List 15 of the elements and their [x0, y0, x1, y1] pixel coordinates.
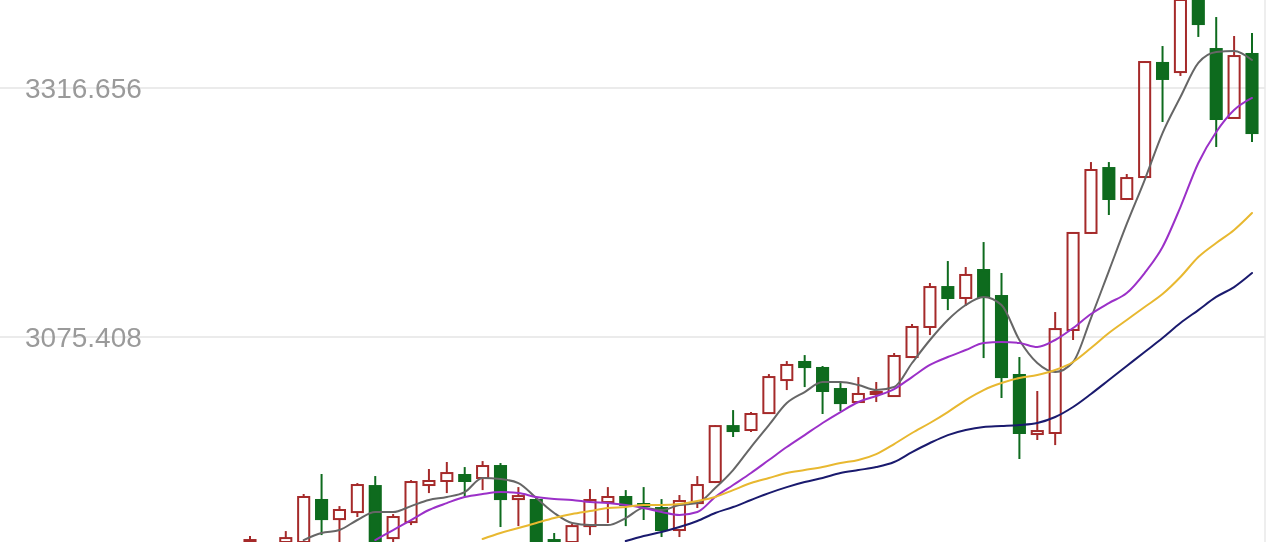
y-tick-label: 3075.408 [25, 321, 142, 353]
candlestick [994, 272, 1009, 400]
candlestick [601, 486, 615, 525]
y-tick-label: 3316.656 [25, 72, 142, 104]
candlestick [1048, 311, 1062, 447]
candlestick [1209, 16, 1223, 148]
line-series [624, 272, 1253, 542]
line-series [481, 212, 1253, 541]
candlestick [1012, 356, 1026, 461]
candlestick [977, 241, 991, 360]
candlestick [941, 260, 955, 312]
candlestick [440, 461, 454, 495]
candlestick [1155, 45, 1170, 123]
line-series [302, 49, 1253, 542]
line-series [374, 96, 1253, 542]
